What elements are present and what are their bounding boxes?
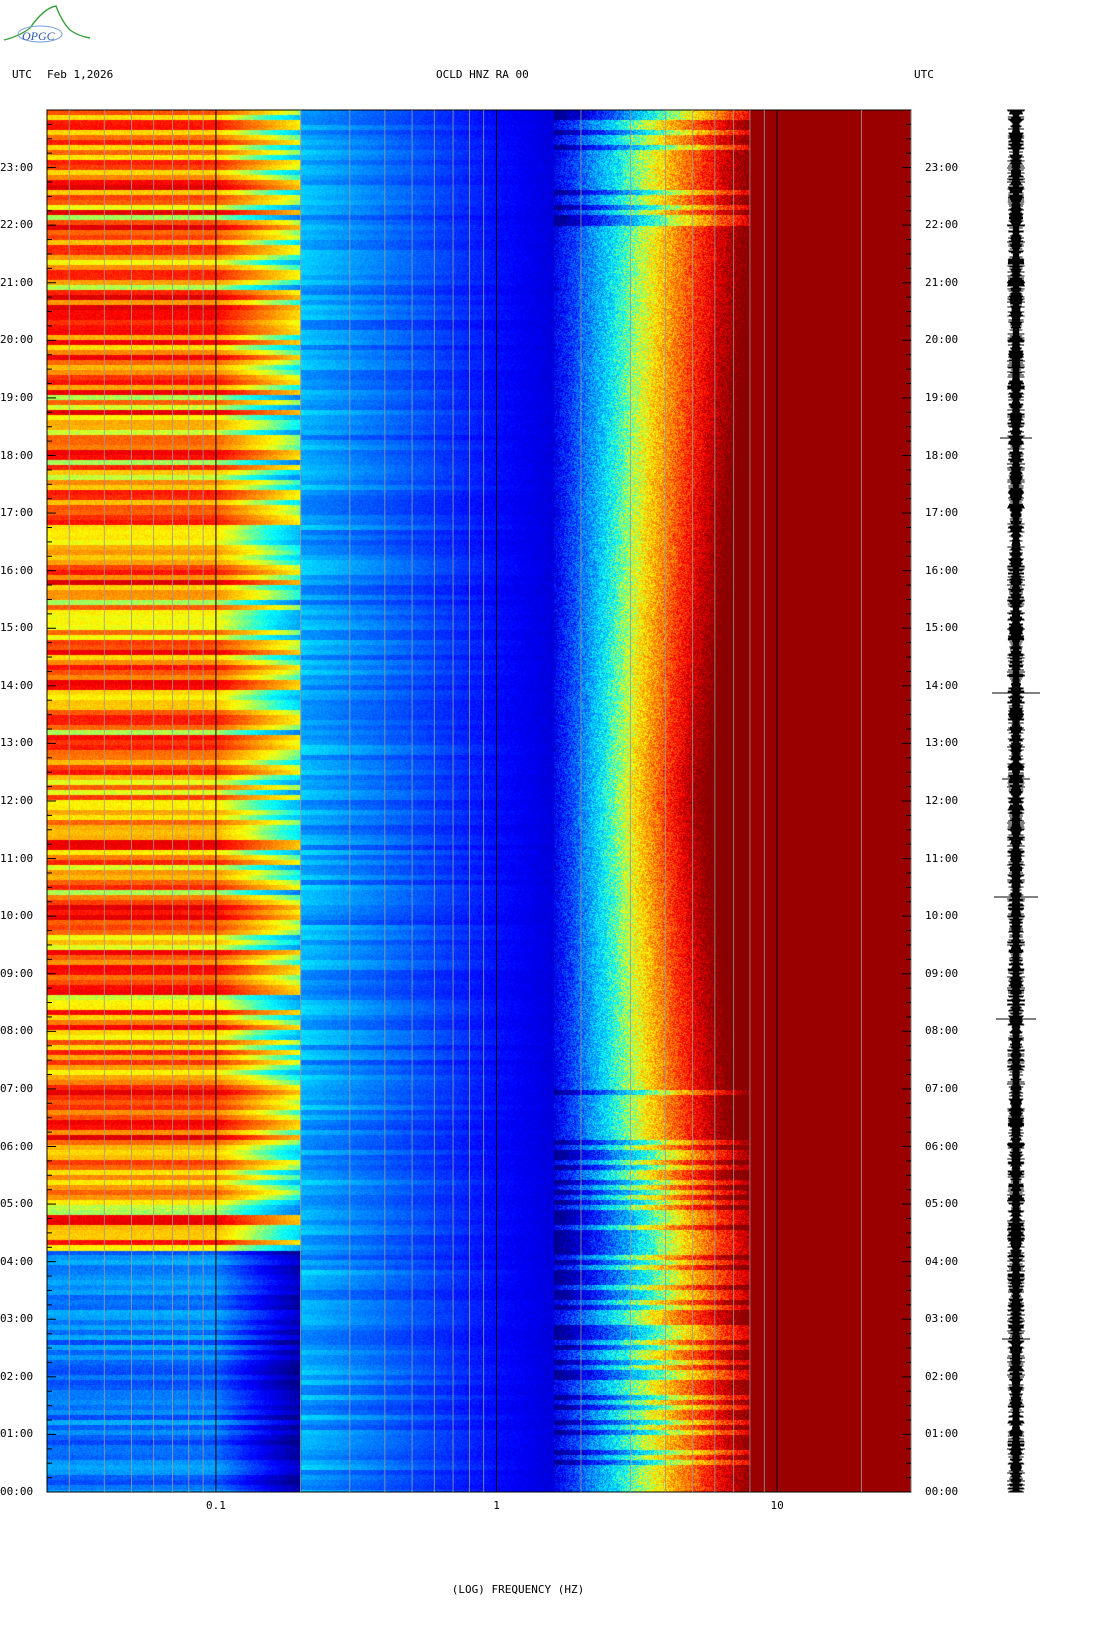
time-tick-label-right: 09:00 [925,966,959,980]
time-tick-label-left: 18:00 [0,448,34,462]
time-tick-label-right: 17:00 [925,506,959,520]
time-tick-label-right: 19:00 [925,390,959,404]
time-tick-label-left: 14:00 [0,678,34,692]
time-tick-label-left: 02:00 [0,1369,34,1383]
time-tick-label-left: 10:00 [0,909,34,923]
svg-text:OPGC: OPGC [22,29,56,43]
time-tick-label-right: 04:00 [925,1254,959,1268]
time-tick-label-right: 18:00 [925,448,959,462]
time-tick-label-right: 16:00 [925,563,959,577]
time-tick-label-right: 06:00 [925,1139,959,1153]
time-tick-label-left: 13:00 [0,736,34,750]
time-tick-label-left: 03:00 [0,1312,34,1326]
time-tick-label-left: 00:00 [0,1485,34,1498]
time-tick-label-right: 02:00 [925,1369,959,1383]
time-tick-label-left: 19:00 [0,390,34,404]
freq-tick-label: 0.1 [205,1499,226,1512]
time-tick-label-right: 08:00 [925,1024,959,1038]
time-tick-label-right: 03:00 [925,1312,959,1326]
date-label: Feb 1,2026 [47,68,114,81]
time-tick-label-right: 22:00 [925,218,959,232]
time-tick-label-right: 11:00 [925,851,959,865]
time-tick-label-left: 21:00 [0,275,34,289]
seismogram-waveform [1007,109,1025,1493]
time-tick-label-left: 09:00 [0,966,34,980]
time-tick-label-left: 04:00 [0,1254,34,1268]
time-tick-label-right: 00:00 [925,1485,959,1498]
time-tick-label-right: 21:00 [925,275,959,289]
time-tick-label-left: 08:00 [0,1024,34,1038]
time-tick-label-left: 20:00 [0,333,34,347]
spectrogram-heatmap [47,110,911,1492]
time-tick-label-right: 13:00 [925,736,959,750]
time-tick-label-right: 12:00 [925,794,959,807]
time-tick-label-right: 07:00 [925,1081,959,1095]
time-tick-label-right: 05:00 [925,1197,959,1211]
time-tick-label-right: 23:00 [925,160,959,174]
time-tick-label-right: 15:00 [925,621,959,635]
time-tick-label-left: 06:00 [0,1139,34,1153]
station-label: OCLD HNZ RA 00 [436,68,529,81]
time-tick-label-left: 17:00 [0,506,34,520]
time-tick-label-left: 05:00 [0,1197,34,1211]
utc-label-left: UTC [12,68,32,81]
time-tick-label-left: 16:00 [0,563,34,577]
time-tick-label-left: 07:00 [0,1081,34,1095]
time-tick-label-right: 14:00 [925,678,959,692]
time-tick-label-left: 01:00 [0,1427,34,1441]
time-tick-label-left: 15:00 [0,621,34,635]
time-tick-label-right: 01:00 [925,1427,959,1441]
time-tick-label-left: 11:00 [0,851,34,865]
opgc-logo: OPGC [3,5,91,43]
x-axis-label: (LOG) FREQUENCY (HZ) [451,1583,585,1596]
time-tick-label-left: 22:00 [0,218,34,232]
time-tick-label-right: 20:00 [925,333,959,347]
freq-tick-label: 10 [770,1499,784,1512]
time-tick-label-right: 10:00 [925,909,959,923]
time-tick-label-left: 23:00 [0,160,34,174]
time-tick-label-left: 12:00 [0,794,34,807]
freq-tick-label: 1 [493,1499,500,1512]
utc-label-right: UTC [914,68,934,81]
